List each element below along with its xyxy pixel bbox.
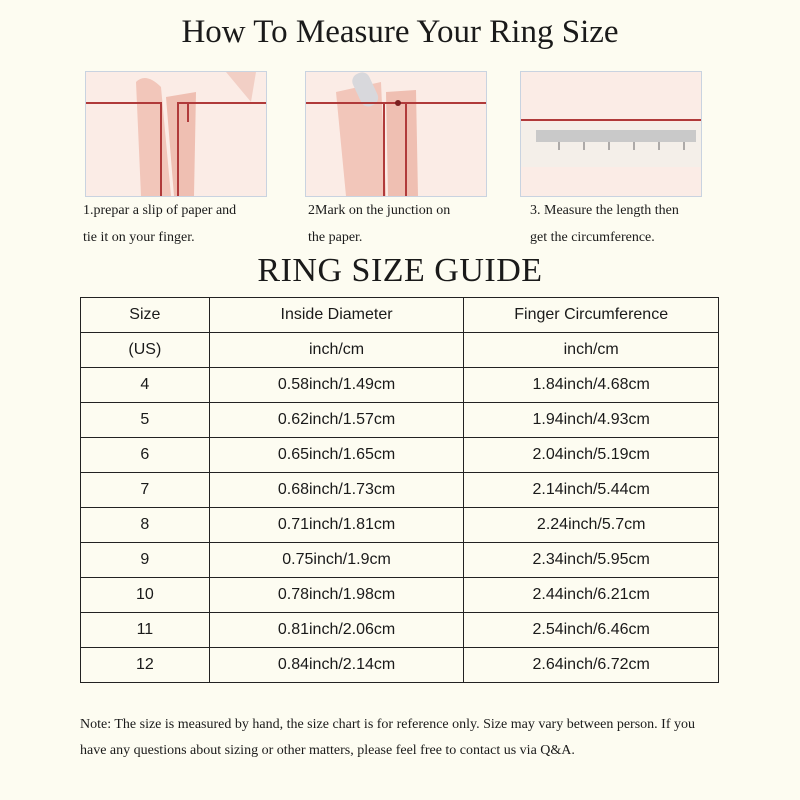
header-size: Size	[80, 297, 210, 333]
cell-inside-diameter: 0.71inch/1.81cm	[208, 507, 465, 543]
table-row: 10 0.78inch/1.98cm 2.44inch/6.21cm	[80, 577, 719, 613]
units-size: (US)	[80, 332, 210, 368]
table-row: 8 0.71inch/1.81cm 2.24inch/5.7cm	[80, 507, 719, 543]
cell-size: 4	[80, 367, 210, 403]
cell-size: 8	[80, 507, 210, 543]
cell-size: 12	[80, 647, 210, 683]
ring-size-table: Size Inside Diameter Finger Circumferenc…	[80, 297, 719, 683]
cell-size: 10	[80, 577, 210, 613]
cell-finger-circumference: 1.84inch/4.68cm	[463, 367, 719, 403]
cell-finger-circumference: 1.94inch/4.93cm	[463, 402, 719, 438]
cell-finger-circumference: 2.04inch/5.19cm	[463, 437, 719, 473]
cell-size: 9	[80, 542, 210, 578]
header-finger-circumference: Finger Circumference	[463, 297, 719, 333]
table-row: 6 0.65inch/1.65cm 2.04inch/5.19cm	[80, 437, 719, 473]
cell-inside-diameter: 0.75inch/1.9cm	[208, 542, 465, 578]
units-finger-circumference: inch/cm	[463, 332, 719, 368]
table-units-row: (US) inch/cm inch/cm	[80, 332, 719, 368]
cell-inside-diameter: 0.65inch/1.65cm	[208, 437, 465, 473]
cell-size: 6	[80, 437, 210, 473]
table-row: 5 0.62inch/1.57cm 1.94inch/4.93cm	[80, 402, 719, 438]
ring-size-guide-title: RING SIZE GUIDE	[257, 252, 543, 289]
cell-finger-circumference: 2.24inch/5.7cm	[463, 507, 719, 543]
cell-finger-circumference: 2.64inch/6.72cm	[463, 647, 719, 683]
step-3-image	[520, 71, 702, 197]
cell-inside-diameter: 0.81inch/2.06cm	[208, 612, 465, 648]
header-inside-diameter: Inside Diameter	[208, 297, 465, 333]
cell-finger-circumference: 2.44inch/6.21cm	[463, 577, 719, 613]
cell-finger-circumference: 2.54inch/6.46cm	[463, 612, 719, 648]
step-2-image	[305, 71, 487, 197]
step-3-caption: 3. Measure the length then get the circum…	[530, 203, 679, 245]
table-header-row: Size Inside Diameter Finger Circumferenc…	[80, 297, 719, 333]
cell-finger-circumference: 2.14inch/5.44cm	[463, 472, 719, 508]
step-2-caption: 2Mark on the junction on the paper.	[308, 203, 451, 245]
table-row: 11 0.81inch/2.06cm 2.54inch/6.46cm	[80, 612, 719, 648]
cell-inside-diameter: 0.58inch/1.49cm	[208, 367, 465, 403]
cell-size: 11	[80, 612, 210, 648]
cell-inside-diameter: 0.78inch/1.98cm	[208, 577, 465, 613]
cell-size: 7	[80, 472, 210, 508]
table-row: 12 0.84inch/2.14cm 2.64inch/6.72cm	[80, 647, 719, 683]
table-row: 7 0.68inch/1.73cm 2.14inch/5.44cm	[80, 472, 719, 508]
step-1-caption: 1.prepar a slip of paper and tie it on yo…	[83, 203, 237, 245]
cell-size: 5	[80, 402, 210, 438]
page-title: How To Measure Your Ring Size	[181, 14, 619, 50]
cell-inside-diameter: 0.68inch/1.73cm	[208, 472, 465, 508]
cell-finger-circumference: 2.34inch/5.95cm	[463, 542, 719, 578]
step-1-image	[85, 71, 267, 197]
note-text: Note: The size is measured by hand, the …	[80, 717, 695, 758]
units-inside-diameter: inch/cm	[208, 332, 465, 368]
cell-inside-diameter: 0.62inch/1.57cm	[208, 402, 465, 438]
table-row: 4 0.58inch/1.49cm 1.84inch/4.68cm	[80, 367, 719, 403]
cell-inside-diameter: 0.84inch/2.14cm	[208, 647, 465, 683]
table-row: 9 0.75inch/1.9cm 2.34inch/5.95cm	[80, 542, 719, 578]
